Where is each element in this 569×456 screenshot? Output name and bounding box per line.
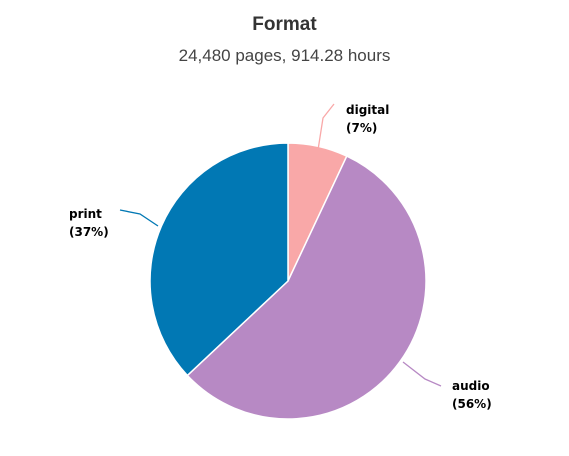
connector-print — [119, 209, 159, 227]
slice-label-print: print — [69, 207, 102, 221]
pie-slice-print — [149, 142, 289, 377]
slice-percent-audio: (56%) — [452, 397, 492, 411]
slice-percent-digital: (7%) — [346, 121, 377, 135]
slice-label-digital: digital — [346, 103, 389, 117]
chart-title: Format — [252, 14, 317, 35]
chart-subtitle: 24,480 pages, 914.28 hours — [178, 46, 391, 65]
connector-digital — [317, 103, 335, 151]
connector-audio — [402, 361, 442, 387]
pie-slice-audio — [186, 155, 427, 420]
slice-percent-print: (37%) — [69, 225, 109, 239]
slice-label-audio: audio — [452, 379, 490, 393]
